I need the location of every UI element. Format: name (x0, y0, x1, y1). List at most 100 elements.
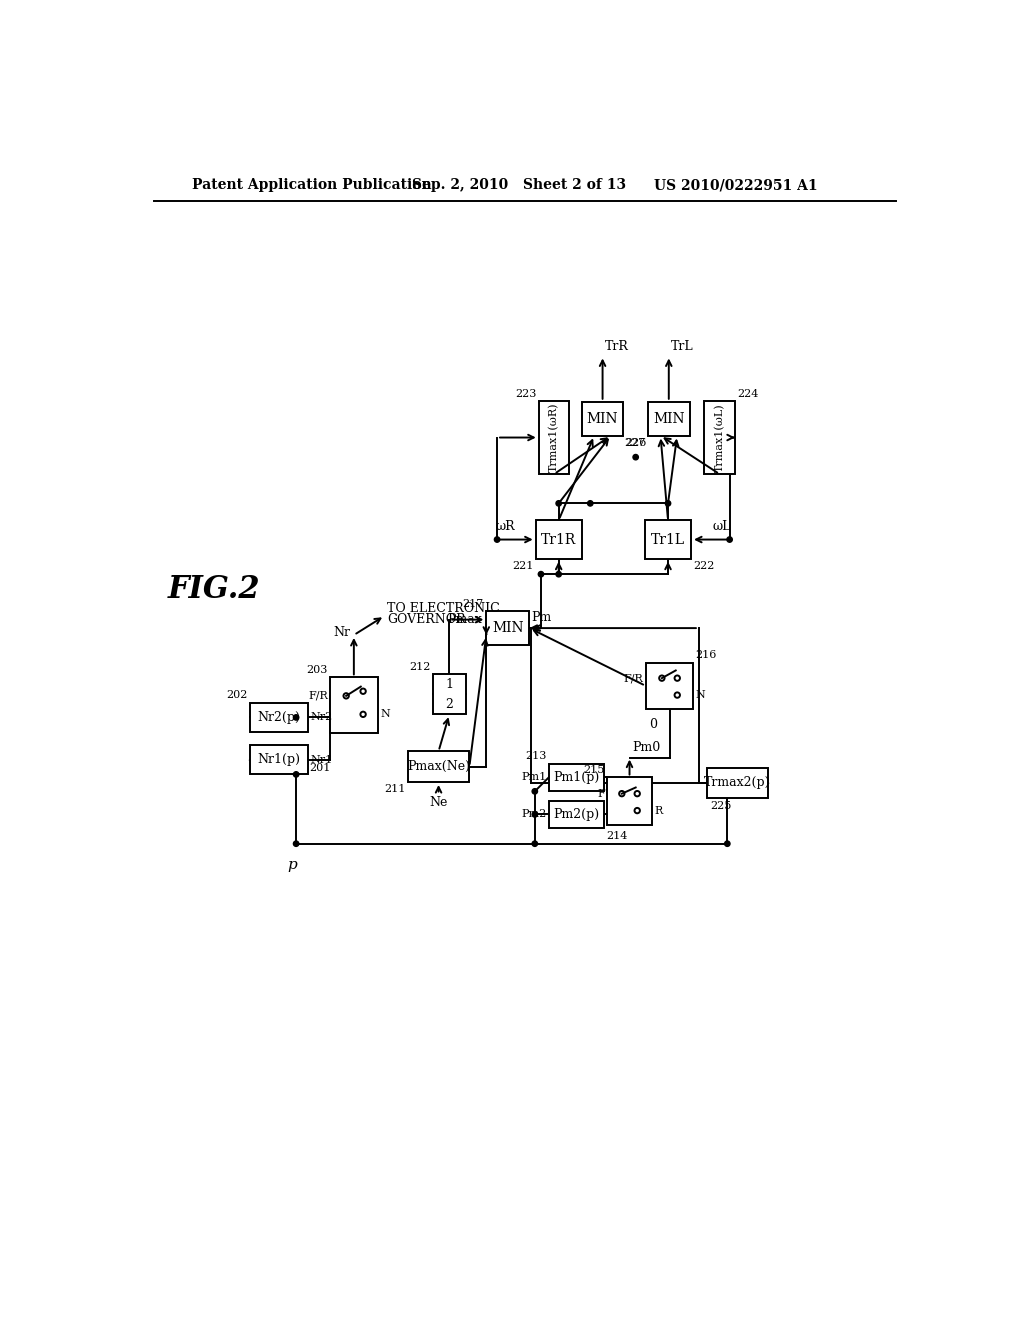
Circle shape (294, 772, 299, 777)
Text: Pm0: Pm0 (632, 742, 660, 755)
Text: Nr: Nr (333, 626, 350, 639)
Text: 201: 201 (309, 763, 331, 774)
Bar (582, 401, 624, 436)
Text: Pmax(Ne): Pmax(Ne) (408, 760, 470, 774)
Circle shape (556, 572, 561, 577)
Text: 223: 223 (515, 388, 537, 399)
Text: Pm: Pm (531, 611, 552, 624)
Text: F/R: F/R (624, 673, 643, 684)
Bar (250, 744, 307, 775)
Text: p: p (288, 858, 297, 871)
Circle shape (532, 812, 538, 817)
Text: N: N (380, 709, 390, 719)
Text: MIN: MIN (493, 622, 523, 635)
Text: 225: 225 (711, 801, 732, 812)
Circle shape (675, 693, 680, 698)
Circle shape (620, 791, 625, 796)
Bar (536, 520, 582, 558)
Text: 213: 213 (525, 751, 547, 762)
Circle shape (725, 841, 730, 846)
Bar (539, 401, 569, 474)
Text: US 2010/0222951 A1: US 2010/0222951 A1 (654, 178, 818, 193)
Circle shape (343, 693, 349, 698)
Circle shape (635, 808, 640, 813)
Circle shape (727, 537, 732, 543)
Circle shape (666, 500, 671, 506)
Bar (648, 401, 689, 436)
Circle shape (532, 788, 538, 795)
Circle shape (635, 791, 640, 796)
Text: 212: 212 (410, 663, 431, 672)
Bar (607, 777, 652, 825)
Text: Nr2: Nr2 (310, 713, 333, 722)
Text: Trmax1(ωR): Trmax1(ωR) (549, 403, 559, 473)
Circle shape (495, 537, 500, 543)
Text: Patent Application Publication: Patent Application Publication (193, 178, 432, 193)
Bar (549, 800, 604, 829)
Text: Ne: Ne (429, 796, 447, 809)
Text: TrL: TrL (671, 341, 693, 354)
Text: Trmax2(p): Trmax2(p) (705, 776, 771, 789)
Text: TrR: TrR (605, 341, 629, 354)
Text: 214: 214 (606, 830, 628, 841)
Circle shape (294, 841, 299, 846)
Bar (549, 763, 604, 792)
Text: GOVERNOR: GOVERNOR (387, 612, 466, 626)
Text: Pm2(p): Pm2(p) (553, 808, 599, 821)
Bar (646, 663, 693, 709)
Circle shape (633, 454, 638, 459)
Text: N: N (695, 690, 706, 700)
Bar (250, 702, 307, 733)
Text: R: R (654, 805, 663, 816)
Text: 222: 222 (693, 561, 715, 572)
Text: Nr1(p): Nr1(p) (257, 754, 300, 767)
Text: 0: 0 (649, 718, 657, 731)
Text: 202: 202 (226, 690, 248, 701)
Bar (705, 401, 735, 474)
Circle shape (294, 714, 299, 721)
Text: 1: 1 (445, 677, 454, 690)
Bar (707, 768, 768, 797)
Bar (330, 677, 378, 733)
Circle shape (360, 711, 366, 717)
Text: 203: 203 (306, 665, 328, 675)
Text: 211: 211 (384, 784, 406, 795)
Circle shape (588, 500, 593, 506)
Text: Pmax: Pmax (447, 612, 482, 626)
Text: TO ELECTRONIC: TO ELECTRONIC (387, 602, 500, 615)
Text: ωL: ωL (713, 520, 731, 533)
Text: MIN: MIN (587, 412, 618, 425)
Text: 2: 2 (445, 698, 454, 711)
Text: Trmax1(ωL): Trmax1(ωL) (715, 403, 725, 471)
Circle shape (360, 689, 366, 694)
Text: Nr1: Nr1 (310, 755, 333, 764)
Text: 217: 217 (463, 599, 484, 609)
Text: 224: 224 (737, 388, 759, 399)
Text: 216: 216 (695, 651, 717, 660)
Bar (433, 675, 466, 714)
Text: Sheet 2 of 13: Sheet 2 of 13 (523, 178, 627, 193)
Text: FIG.2: FIG.2 (168, 574, 260, 605)
Text: F: F (597, 788, 605, 799)
Text: Sep. 2, 2010: Sep. 2, 2010 (412, 178, 508, 193)
Text: Tr1R: Tr1R (541, 532, 577, 546)
Text: 226: 226 (626, 438, 647, 447)
Circle shape (556, 500, 561, 506)
Bar (645, 520, 691, 558)
Circle shape (539, 572, 544, 577)
Bar (486, 611, 529, 645)
Text: 227: 227 (625, 438, 646, 447)
Text: Nr2(p): Nr2(p) (257, 711, 300, 723)
Text: 221: 221 (512, 561, 534, 572)
Text: Pm1: Pm1 (521, 772, 547, 783)
Text: Tr1L: Tr1L (651, 532, 685, 546)
Bar (408, 751, 469, 781)
Text: F/R: F/R (308, 690, 328, 701)
Circle shape (532, 841, 538, 846)
Text: ωR: ωR (496, 520, 515, 533)
Text: Pm2: Pm2 (521, 809, 547, 820)
Circle shape (675, 676, 680, 681)
Circle shape (659, 676, 665, 681)
Text: 215: 215 (584, 766, 605, 775)
Text: Pm1(p): Pm1(p) (553, 771, 599, 784)
